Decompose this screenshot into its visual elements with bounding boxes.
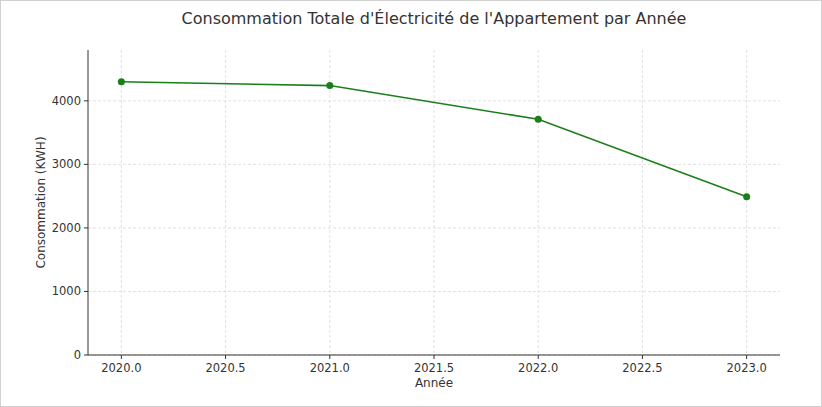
x-tick — [329, 355, 330, 359]
x-tick-label: 2020.5 — [205, 361, 245, 375]
y-grid-line — [88, 291, 780, 292]
x-grid-line — [225, 50, 226, 355]
x-tick-label: 2022.5 — [622, 361, 662, 375]
y-tick-label: 3000 — [52, 157, 81, 171]
x-tick-label: 2020.0 — [101, 361, 141, 375]
chart-svg: 2020.0 2020.5 2021.0 2021.5 2022.0 2022.5 2023… — [0, 0, 822, 407]
y-tick-label: 4000 — [52, 94, 81, 108]
data-point — [326, 82, 333, 89]
x-axis-label: Année — [415, 376, 453, 390]
data-line — [121, 82, 746, 197]
data-point — [743, 193, 750, 200]
background — [1, 1, 822, 407]
x-tick — [225, 355, 226, 359]
x-tick-label: 2021.5 — [414, 361, 454, 375]
y-tick-label: 2000 — [52, 221, 81, 235]
data-point — [118, 78, 125, 85]
x-tick — [121, 355, 122, 359]
y-axis-line — [88, 50, 89, 355]
data-point — [535, 116, 542, 123]
x-tick — [538, 355, 539, 359]
y-tick-label: 1000 — [52, 284, 81, 298]
x-tick-label: 2023.0 — [727, 361, 767, 375]
x-grid-line — [329, 50, 330, 355]
x-tick-label: 2021.0 — [310, 361, 350, 375]
x-grid-line — [121, 50, 122, 355]
x-grid-line — [434, 50, 435, 355]
plot-area — [118, 78, 750, 200]
x-tick — [746, 355, 747, 359]
y-grid-line — [88, 100, 780, 101]
x-grid-line — [746, 50, 747, 355]
x-tick — [434, 355, 435, 359]
x-grid-line — [642, 50, 643, 355]
y-tick — [84, 164, 88, 165]
y-tick-label: 0 — [74, 348, 81, 362]
y-grid-line — [88, 227, 780, 228]
y-grid-line — [88, 164, 780, 165]
y-tick — [84, 227, 88, 228]
x-tick-label: 2022.0 — [518, 361, 558, 375]
y-axis-label: Consommation (KWH) — [34, 136, 48, 268]
y-tick — [84, 100, 88, 101]
y-tick — [84, 291, 88, 292]
chart-container: 2020.0 2020.5 2021.0 2021.5 2022.0 2022.5 2023… — [0, 0, 822, 407]
x-grid-line — [538, 50, 539, 355]
grid — [88, 50, 780, 355]
y-tick — [84, 355, 88, 356]
chart-title: Consommation Totale d'Électricité de l'A… — [182, 9, 687, 28]
x-tick — [642, 355, 643, 359]
